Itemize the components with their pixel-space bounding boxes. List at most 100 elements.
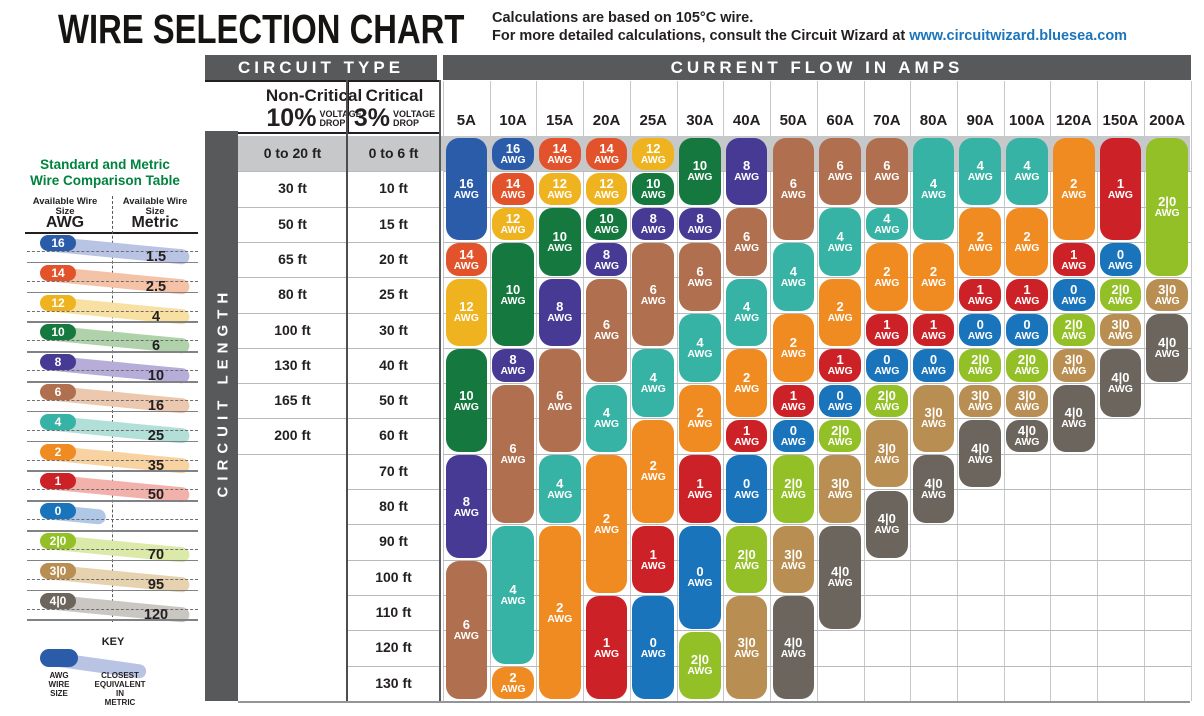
- row-label-non-critical: 165 ft: [274, 392, 311, 409]
- sidebar-dashed-line: [27, 280, 198, 282]
- amp-column-header: 90A: [966, 112, 995, 129]
- pill-gauge-unit: AWG: [874, 365, 900, 378]
- pill-gauge-unit: AWG: [547, 488, 573, 501]
- sidebar-col2-unit: Metric: [131, 214, 179, 231]
- grid-line: [443, 559, 1191, 561]
- pill-gauge-unit: AWG: [593, 524, 620, 537]
- pill-gauge-unit: AWG: [1154, 206, 1180, 219]
- pill-gauge-unit: AWG: [780, 277, 806, 290]
- grid-line: [443, 453, 1191, 455]
- sidebar-metric-value: 16: [147, 398, 165, 414]
- pill-gauge-unit: AWG: [593, 647, 620, 660]
- pill-gauge-unit: AWG: [687, 224, 713, 237]
- pill-gauge-value: 3|0: [784, 546, 803, 562]
- row-label-non-critical: 80 ft: [278, 286, 307, 303]
- pill-gauge-unit: AWG: [734, 436, 760, 449]
- wire-pill: 2 AWG: [679, 384, 721, 453]
- pill-gauge-value: 2|0: [737, 546, 756, 562]
- pill-gauge-value: 1: [1023, 281, 1031, 297]
- grid-line: [238, 277, 347, 279]
- pill-gauge-value: 1: [696, 475, 704, 491]
- row-label-critical: 40 ft: [379, 356, 408, 373]
- pill-gauge-unit: AWG: [780, 436, 806, 449]
- pill-gauge-unit: AWG: [453, 259, 479, 272]
- pill-gauge-value: 3|0: [1064, 352, 1083, 368]
- pill-gauge-unit: AWG: [547, 153, 573, 166]
- pill-gauge-value: 6: [743, 228, 751, 244]
- grid-line: [238, 312, 347, 314]
- row-label-non-critical: 0 to 20 ft: [263, 145, 322, 161]
- pill-gauge-value: 8: [696, 211, 704, 227]
- row-label-non-critical: 50 ft: [278, 215, 307, 232]
- pill-gauge-value: 4: [556, 475, 564, 491]
- pill-gauge-unit: AWG: [780, 400, 806, 413]
- pill-gauge-unit: AWG: [827, 365, 853, 378]
- pill-gauge-value: 2|0: [1017, 352, 1036, 368]
- pill-gauge-unit: AWG: [1107, 259, 1133, 272]
- row-label-critical: 20 ft: [379, 250, 408, 267]
- pill-gauge-value: 3|0: [971, 387, 990, 403]
- wire-pill: 12 AWG: [632, 137, 675, 170]
- wire-pill: 8 AWG: [679, 208, 721, 241]
- pill-gauge-value: 2: [509, 670, 517, 686]
- pill-gauge-unit: AWG: [967, 330, 993, 343]
- pill-gauge-unit: AWG: [1014, 171, 1040, 184]
- pill-gauge-unit: AWG: [640, 294, 666, 307]
- circuit-wizard-link[interactable]: www.circuitwizard.bluesea.com: [909, 28, 1128, 44]
- sidebar-awg-pill: 12: [40, 294, 76, 311]
- grid-line: [347, 453, 440, 455]
- sidebar-title: Standard and Metric Wire Comparison Table: [30, 157, 180, 188]
- pill-gauge-unit: AWG: [734, 383, 760, 396]
- wire-pill: 1 AWG: [912, 314, 955, 347]
- voltage-drop-header-box: Non-Critical 10% VOLTAGE DROP Critical 3%…: [205, 80, 440, 134]
- wire-pill: 12 AWG: [538, 172, 581, 206]
- pill-gauge-unit: AWG: [967, 241, 993, 254]
- pill-gauge-value: 3|0: [831, 475, 850, 491]
- grid-line: [443, 171, 1191, 173]
- key-awg-pill: [40, 649, 78, 667]
- row-label-critical: 60 ft: [379, 427, 408, 444]
- amp-column-header: 200A: [1149, 112, 1186, 129]
- grid-line: [629, 81, 631, 701]
- grid-line: [347, 206, 440, 208]
- wire-pill: 3|0 AWG: [912, 384, 955, 453]
- wire-pill: 0 AWG: [679, 525, 721, 629]
- wire-pill: 3|0 AWG: [959, 384, 1002, 417]
- pill-gauge-unit: AWG: [967, 294, 993, 307]
- wire-pill: 4|0 AWG: [772, 596, 815, 700]
- wire-pill: 10 AWG: [538, 208, 581, 276]
- sidebar-dashed-line: [27, 578, 198, 580]
- pill-gauge-unit: AWG: [1061, 294, 1087, 307]
- wire-pill: 4|0 AWG: [1052, 384, 1095, 453]
- circuit-length-bar: CIRCUIT LENGTH: [205, 131, 238, 701]
- pill-gauge-unit: AWG: [687, 277, 713, 290]
- grid-line: [443, 383, 1191, 385]
- pill-gauge-value: 1: [602, 634, 611, 650]
- sidebar-dashed-line: [27, 549, 198, 550]
- grid-line: [1190, 81, 1192, 701]
- pill-gauge-unit: AWG: [500, 188, 526, 201]
- wire-pill: 2 AWG: [632, 419, 675, 523]
- pill-gauge-unit: AWG: [687, 171, 713, 184]
- row-label-critical: 70 ft: [379, 462, 408, 479]
- pill-gauge-value: 4|0: [1158, 334, 1177, 350]
- amp-column-header: 40A: [732, 112, 761, 129]
- wire-pill: 6 AWG: [866, 137, 908, 206]
- wire-pill: 6 AWG: [492, 384, 534, 523]
- sidebar-line: [27, 410, 198, 413]
- wire-pill: 2 AWG: [1006, 208, 1048, 276]
- pill-gauge-value: 0: [649, 634, 657, 650]
- row-label-non-critical: 200 ft: [274, 427, 311, 444]
- pill-gauge-value: 8: [462, 493, 470, 509]
- pill-gauge-value: 3|0: [924, 405, 943, 421]
- pill-gauge-unit: AWG: [780, 559, 806, 572]
- pill-gauge-unit: AWG: [874, 400, 900, 413]
- header-divider-line: [347, 82, 349, 132]
- pill-gauge-unit: AWG: [1061, 188, 1087, 201]
- pill-gauge-value: 12: [646, 140, 661, 156]
- grid-line: [443, 312, 1191, 314]
- sidebar-awg-pill: 2|0: [40, 533, 76, 549]
- pill-gauge-unit: AWG: [640, 383, 666, 396]
- pill-gauge-value: 10: [599, 211, 614, 227]
- pill-gauge-value: 4: [696, 334, 704, 350]
